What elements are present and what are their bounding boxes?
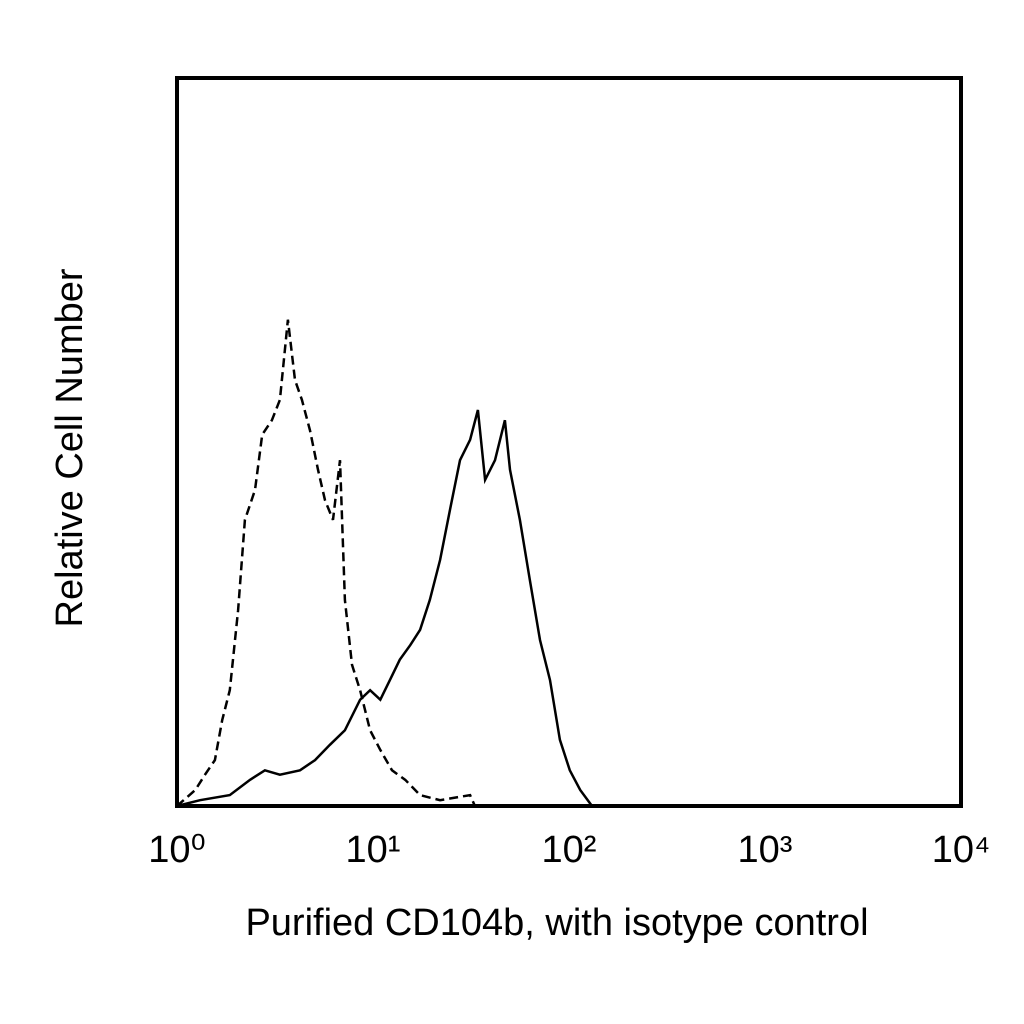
x-tick-label: 10² (542, 829, 597, 871)
x-axis-label: Purified CD104b, with isotype control (245, 902, 868, 944)
x-tick-label: 10⁴ (932, 829, 991, 871)
y-axis-label: Relative Cell Number (49, 268, 91, 627)
histogram-line (176, 319, 477, 807)
histogram-line (176, 409, 594, 808)
x-tick-label: 10⁰ (148, 829, 206, 871)
x-tick-label: 10³ (738, 829, 793, 871)
plot-frame (175, 76, 963, 808)
x-tick-label: 10¹ (346, 829, 401, 871)
